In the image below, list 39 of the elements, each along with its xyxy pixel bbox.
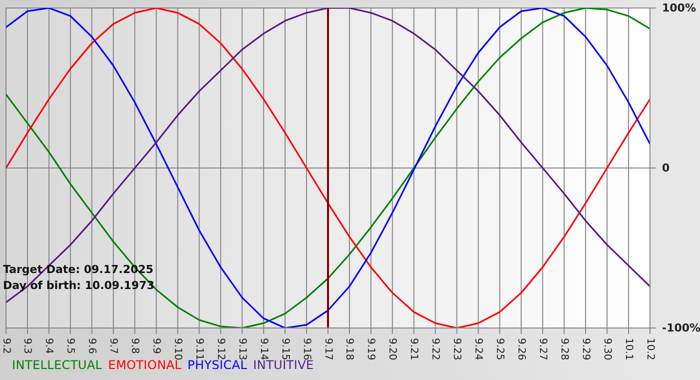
x-tick-label: 9.17 bbox=[322, 338, 334, 360]
x-tick-label: 9.15 bbox=[279, 338, 290, 360]
x-tick-label: 9.19 bbox=[365, 338, 376, 360]
x-tick-label: 9.18 bbox=[344, 338, 355, 360]
y-tick-label: 100% bbox=[662, 2, 696, 14]
x-tick-label: 9.8 bbox=[129, 338, 140, 354]
x-tick-label: 9.30 bbox=[601, 338, 612, 360]
x-tick-label: 9.14 bbox=[258, 338, 269, 360]
x-tick-label: 9.13 bbox=[236, 338, 248, 360]
text: EMOTIONAL bbox=[108, 358, 182, 372]
annotation: Day of birth: 10.09.1973 bbox=[3, 278, 154, 294]
x-tick-label: 9.16 bbox=[300, 338, 312, 360]
x-tick-label: 9.9 bbox=[150, 338, 162, 354]
x-tick-label: 9.5 bbox=[64, 338, 76, 354]
x-tick-label: 10.1 bbox=[622, 338, 634, 360]
x-tick-label: 9.20 bbox=[386, 338, 398, 360]
x-tick-label: 9.3 bbox=[22, 338, 33, 354]
x-tick-label: 9.25 bbox=[494, 338, 505, 360]
x-tick-label: 9.4 bbox=[43, 338, 54, 354]
text: INTELLECTUAL bbox=[12, 358, 102, 372]
x-tick-label: 9.22 bbox=[430, 338, 441, 360]
x-tick-label: 9.24 bbox=[472, 338, 484, 360]
y-tick-label: -100% bbox=[662, 322, 700, 334]
y-tick-label: 0 bbox=[662, 162, 670, 174]
x-tick-label: 9.7 bbox=[108, 338, 119, 354]
x-tick-label: 9.10 bbox=[172, 338, 183, 360]
x-tick-label: 9.21 bbox=[408, 338, 420, 360]
x-tick-label: 9.27 bbox=[536, 338, 548, 360]
x-tick-label: 9.12 bbox=[214, 338, 226, 360]
x-tick-label: 9.11 bbox=[193, 338, 204, 360]
text: PHYSICAL bbox=[188, 358, 248, 372]
x-tick-label: 9.28 bbox=[558, 338, 570, 360]
x-tick-label: 9.2 bbox=[0, 338, 12, 354]
x-tick-label: 9.26 bbox=[515, 338, 526, 360]
x-tick-label: 9.29 bbox=[580, 338, 591, 360]
x-tick-label: 9.23 bbox=[451, 338, 462, 360]
text: INTUITIVE bbox=[253, 358, 314, 372]
x-tick-label: 10.2 bbox=[644, 338, 656, 360]
x-tick-label: 9.6 bbox=[86, 338, 98, 354]
